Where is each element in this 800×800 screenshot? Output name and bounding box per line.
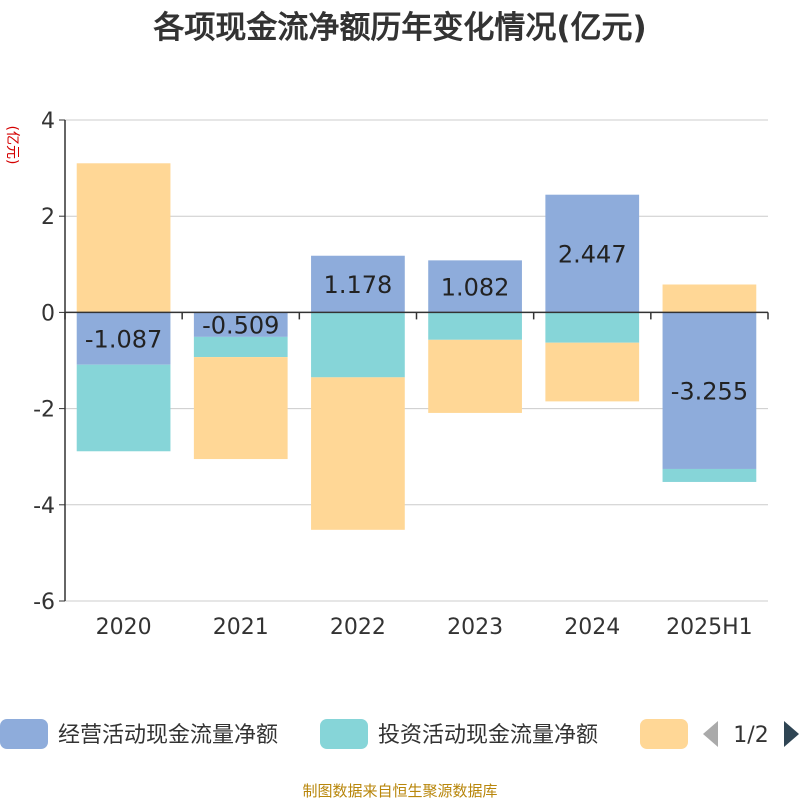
data-label: 1.082 [441,273,510,301]
bar-series-3-2020 [76,163,171,313]
y-tick-label: -6 [33,590,55,615]
bar-series-2-2020 [76,364,171,452]
bar-series-3-2023 [428,339,522,413]
source-note: 制图数据来自恒生聚源数据库 [302,782,497,800]
legend: 经营活动现金流量净额 投资活动现金流量净额 1/2 [0,719,799,749]
y-tick-label: -4 [33,494,55,519]
bar-series-1-2023 [428,260,522,313]
x-tick-label: 2025H1 [666,615,753,640]
y-tick-label: 0 [41,301,55,326]
bar-series-2-2022 [311,312,405,378]
x-tick-label: 2023 [447,615,503,640]
bar-series-1-2024 [545,194,640,313]
legend-page-indicator: 1/2 [733,723,768,748]
x-tick-label: 2024 [564,615,620,640]
data-label: 1.178 [324,271,393,299]
legend-label-1[interactable]: 经营活动现金流量净额 [58,723,278,748]
y-tick-label: -2 [33,398,55,423]
y-tick-label: 4 [41,109,55,134]
legend-prev-icon[interactable] [703,721,718,747]
y-tick-label: 2 [41,205,55,230]
legend-label-2[interactable]: 投资活动现金流量净额 [378,723,598,748]
bar-series-2-2025H1 [662,468,757,482]
chart-title: 各项现金流净额历年变化情况(亿元) [152,10,646,46]
bar-series-2-2021 [193,336,288,358]
legend-swatch-3[interactable] [640,719,688,749]
bar-series-3-2022 [311,377,405,530]
data-label: -1.087 [85,326,162,354]
legend-swatch-2[interactable] [320,719,368,749]
bar-series-1-2025H1 [662,312,757,469]
data-label: 2.447 [558,241,627,269]
legend-next-icon[interactable] [784,721,799,747]
y-axis-label: (亿元) [4,126,20,165]
bar-series-2-2023 [428,312,522,340]
axes: 4 2 0 -2 -4 -6 2020 2021 2022 2023 2024 2025H1 [33,109,769,640]
bar-series-3-2025H1 [662,284,757,313]
bar-series-3-2024 [545,342,640,402]
legend-swatch-1[interactable] [0,719,48,749]
bar-series-1-2021 [193,312,288,337]
x-tick-label: 2020 [96,615,152,640]
bar-series-1-2020 [76,312,171,365]
x-tick-label: 2021 [213,615,269,640]
x-tick-label: 2022 [330,615,386,640]
data-label: -0.509 [202,312,279,340]
bar-series-3-2021 [193,357,288,460]
bar-series-1-2022 [311,255,405,313]
data-labels: -1.087 -0.509 1.178 1.082 2.447 -3.255 [85,241,748,406]
data-label: -3.255 [671,378,748,406]
bar-series-2-2024 [545,312,640,343]
bars [76,163,757,530]
